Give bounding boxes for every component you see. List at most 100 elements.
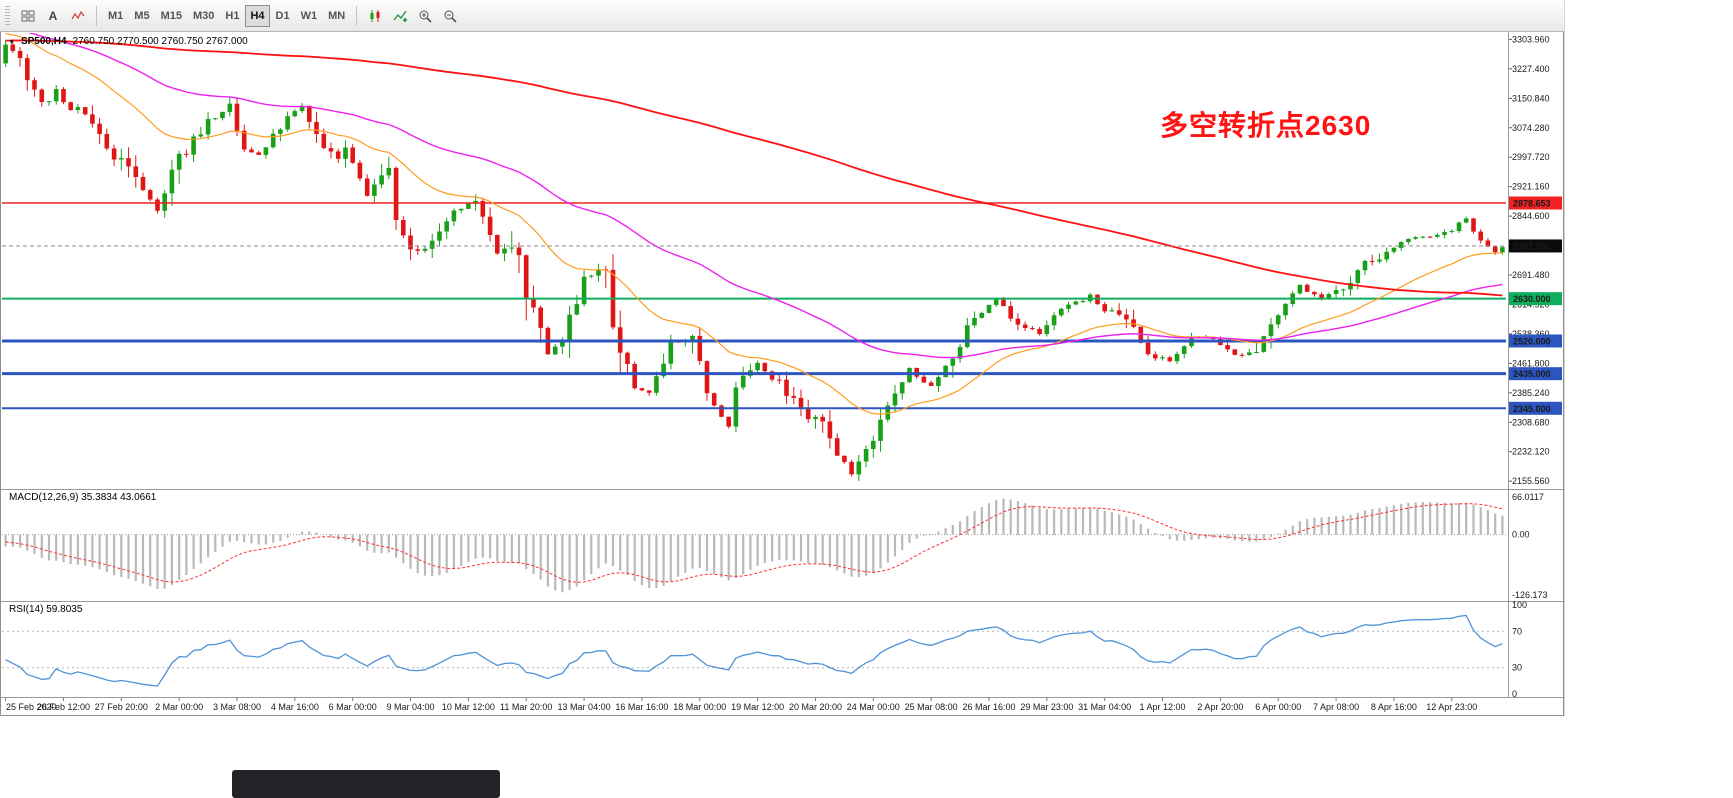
time-tick-label: 11 Mar 20:00 [500,702,552,712]
time-tick-label: 24 Mar 00:00 [847,702,900,712]
rsi-axis-label: 70 [1512,626,1522,636]
price-badge [1509,334,1562,348]
zoom-out-icon [444,10,457,23]
candlestick-view-icon [370,9,380,22]
macd-histogram [4,498,1504,593]
price-tick-label: 2308.680 [1512,417,1550,427]
ohlc-values: 2760.750 2770.500 2760.750 2767.000 [72,36,248,47]
time-tick-label: 10 Mar 12:00 [442,702,495,712]
time-tick-label: 2 Mar 00:00 [155,702,203,712]
chart-title: ▼ SP500,H4 2760.750 2770.500 2760.750 27… [8,36,248,47]
annotation-text: 多空转折点2630 [1160,110,1372,141]
price-badge-label: 2878.653 [1513,199,1551,209]
macd-label: MACD(12,26,9) 35.3834 43.0661 [9,492,157,503]
chart-windows-icon [21,10,35,21]
indicators-icon [393,10,408,22]
price-tick-label: 2385.240 [1512,388,1550,398]
time-tick-label: 8 Apr 16:00 [1371,702,1417,712]
price-tick-label: 2155.560 [1512,476,1550,486]
hlines-layer [2,202,1506,410]
zoom-out-icon[interactable] [438,5,462,27]
time-tick-label: 6 Mar 00:00 [329,702,377,712]
time-tick-label: 29 Mar 23:00 [1020,702,1073,712]
time-tick-label: 25 Mar 08:00 [905,702,958,712]
price-badge [1509,401,1562,415]
time-tick-label: 18 Mar 00:00 [673,702,726,712]
zoom-in-icon[interactable] [413,5,437,27]
timeframe-m15-button[interactable]: M15 [156,5,187,27]
price-badge [1509,196,1562,210]
price-tick-label: 3074.280 [1512,123,1550,133]
price-badge-label: 2767.000 [1513,241,1551,251]
time-tick-label: 31 Mar 04:00 [1078,702,1131,712]
tick-chart-icon [71,10,85,19]
timeframe-d1-button[interactable]: D1 [271,5,295,27]
price-badge-label: 2630.000 [1513,294,1551,304]
price-tick-label: 2461.800 [1512,358,1550,368]
price-badge-label: 2435.000 [1513,369,1551,379]
annotation-tool-icon[interactable]: A [41,5,65,27]
timeframe-h1-button[interactable]: H1 [220,5,244,27]
rsi-axis-label: 100 [1512,600,1527,610]
price-axis[interactable]: 3303.960 3227.400 3150.840 3074.280 2997.720… [1509,34,1562,486]
timeframe-m5-button[interactable]: M5 [129,5,154,27]
price-badge-label: 2345.000 [1513,404,1551,414]
time-tick-label: 12 Apr 23:00 [1426,702,1477,712]
tick-chart-icon[interactable] [66,5,90,27]
price-tick-label: 3150.840 [1512,93,1550,103]
rsi-axis-label: 0 [1512,689,1517,699]
time-tick-label: 9 Mar 04:00 [387,702,435,712]
time-tick-label: 6 Apr 00:00 [1255,702,1301,712]
timeframe-w1-button[interactable]: W1 [296,5,323,27]
price-badge [1509,292,1562,306]
time-tick-label: 19 Mar 12:00 [731,702,784,712]
price-tick-label: 2997.720 [1512,152,1550,162]
time-tick-label: 27 Feb 20:00 [95,702,148,712]
ma-fast-line [5,33,1503,415]
chart-windows-icon[interactable] [16,5,40,27]
symbol-dropdown-icon[interactable]: ▼ [8,39,15,46]
timeframe-m30-button[interactable]: M30 [188,5,219,27]
price-tick-label: 2538.360 [1512,329,1550,339]
time-tick-label: 13 Mar 04:00 [558,702,611,712]
rsi-line [5,614,1503,687]
macd-axis-min: -126.173 [1512,590,1548,600]
price-tick-label: 2921.160 [1512,182,1550,192]
macd-axis-zero: 0.00 [1512,530,1530,540]
price-tick-label: 2232.120 [1512,447,1550,457]
timeframe-mn-button[interactable]: MN [323,5,350,27]
time-tick-label: 26 Feb 12:00 [37,702,90,712]
toolbar-separator [96,5,97,26]
taskbar-fragment[interactable] [232,770,500,798]
timeframe-h4-button[interactable]: H4 [245,4,270,27]
time-tick-label: 16 Mar 16:00 [615,702,668,712]
price-tick-label: 3303.960 [1512,34,1550,44]
symbol-period-label: SP500,H4 [20,36,67,47]
annotation-a-glyph: A [48,8,58,23]
ma-slow-line [5,39,1503,297]
mt4-window: A M1 M5 M15 M30 H1 H4 D1 W1 MN [0,0,1565,716]
time-tick-label: 7 Apr 08:00 [1313,702,1359,712]
ma-medium-line [27,33,1503,359]
timeframe-m1-button[interactable]: M1 [103,5,128,27]
zoom-in-icon [419,10,432,23]
time-tick-label: 26 Mar 16:00 [962,702,1015,712]
time-tick-label: 25 Feb 2020 [6,702,57,712]
main-toolbar: A M1 M5 M15 M30 H1 H4 D1 W1 MN [0,0,1564,32]
price-badge [1509,367,1562,381]
price-tick-label: 2691.480 [1512,270,1550,280]
toolbar-grip[interactable] [5,5,10,26]
price-badge [1509,239,1562,253]
rsi-axis-label: 30 [1512,663,1522,673]
candlestick-view-icon[interactable] [363,5,387,27]
price-badge-label: 2520.000 [1513,336,1551,346]
time-tick-label: 4 Mar 16:00 [271,702,319,712]
time-tick-label: 3 Mar 08:00 [213,702,261,712]
price-tick-label: 2844.600 [1512,211,1550,221]
time-tick-label: 1 Apr 12:00 [1140,702,1186,712]
time-tick-label: 2 Apr 20:00 [1197,702,1243,712]
chart-canvas[interactable]: 3303.960 3227.400 3150.840 3074.280 2997.720… [0,0,1564,716]
indicators-icon[interactable] [388,5,412,27]
